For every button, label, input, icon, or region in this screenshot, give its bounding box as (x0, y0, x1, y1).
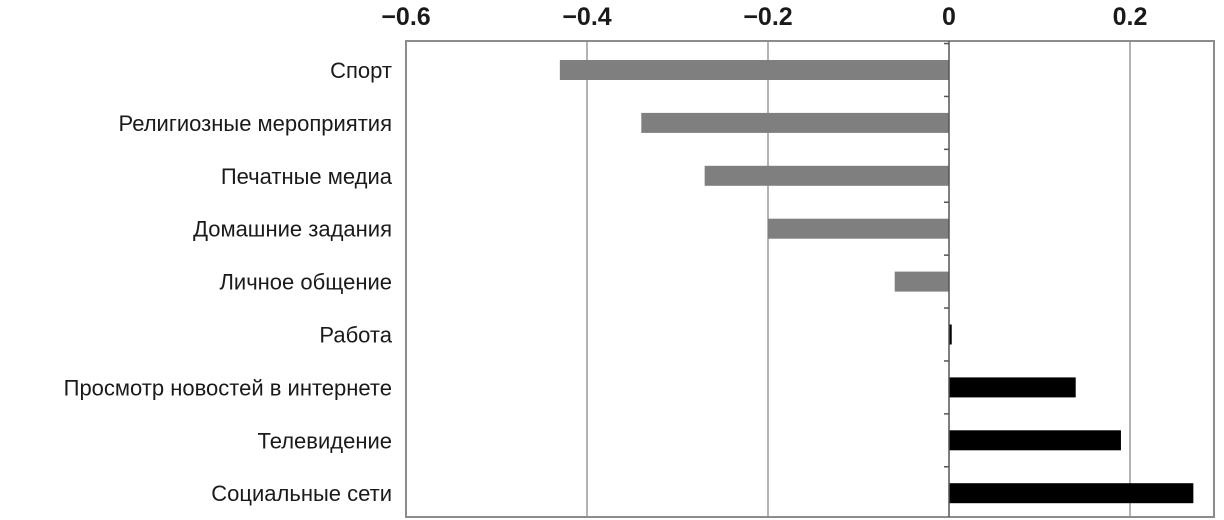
bar (641, 112, 949, 133)
bars (559, 60, 1194, 504)
x-tick-labels: −0.6 −0.4 −0.2 0 0.2 (381, 3, 1147, 31)
category-label: Религиозные мероприятия (119, 111, 393, 136)
x-tick-label: −0.4 (562, 3, 611, 31)
category-label: Домашние задания (193, 217, 392, 242)
category-label: Социальные сети (211, 481, 392, 506)
x-tick-label: 0.2 (1113, 3, 1148, 31)
bar (949, 377, 1076, 398)
bar (949, 324, 952, 345)
x-tick-label: −0.6 (381, 3, 430, 31)
x-tick-label: 0 (942, 3, 956, 31)
bar (559, 60, 949, 80)
x-tick-label: −0.2 (743, 3, 792, 31)
bar (704, 165, 949, 186)
zero-axis (944, 41, 950, 517)
category-label: Спорт (330, 58, 392, 83)
category-label: Телевидение (257, 428, 392, 453)
bar (768, 218, 949, 239)
bar (894, 271, 949, 292)
category-label: Печатные медиа (221, 164, 393, 189)
category-label: Просмотр новостей в интернете (64, 375, 392, 400)
plot-frame (405, 40, 1215, 518)
category-label: Личное общение (219, 270, 392, 295)
bar (949, 430, 1121, 451)
category-labels: Спорт Религиозные мероприятия Печатные мед… (64, 58, 393, 506)
category-label: Работа (319, 323, 392, 348)
bar (949, 483, 1194, 504)
